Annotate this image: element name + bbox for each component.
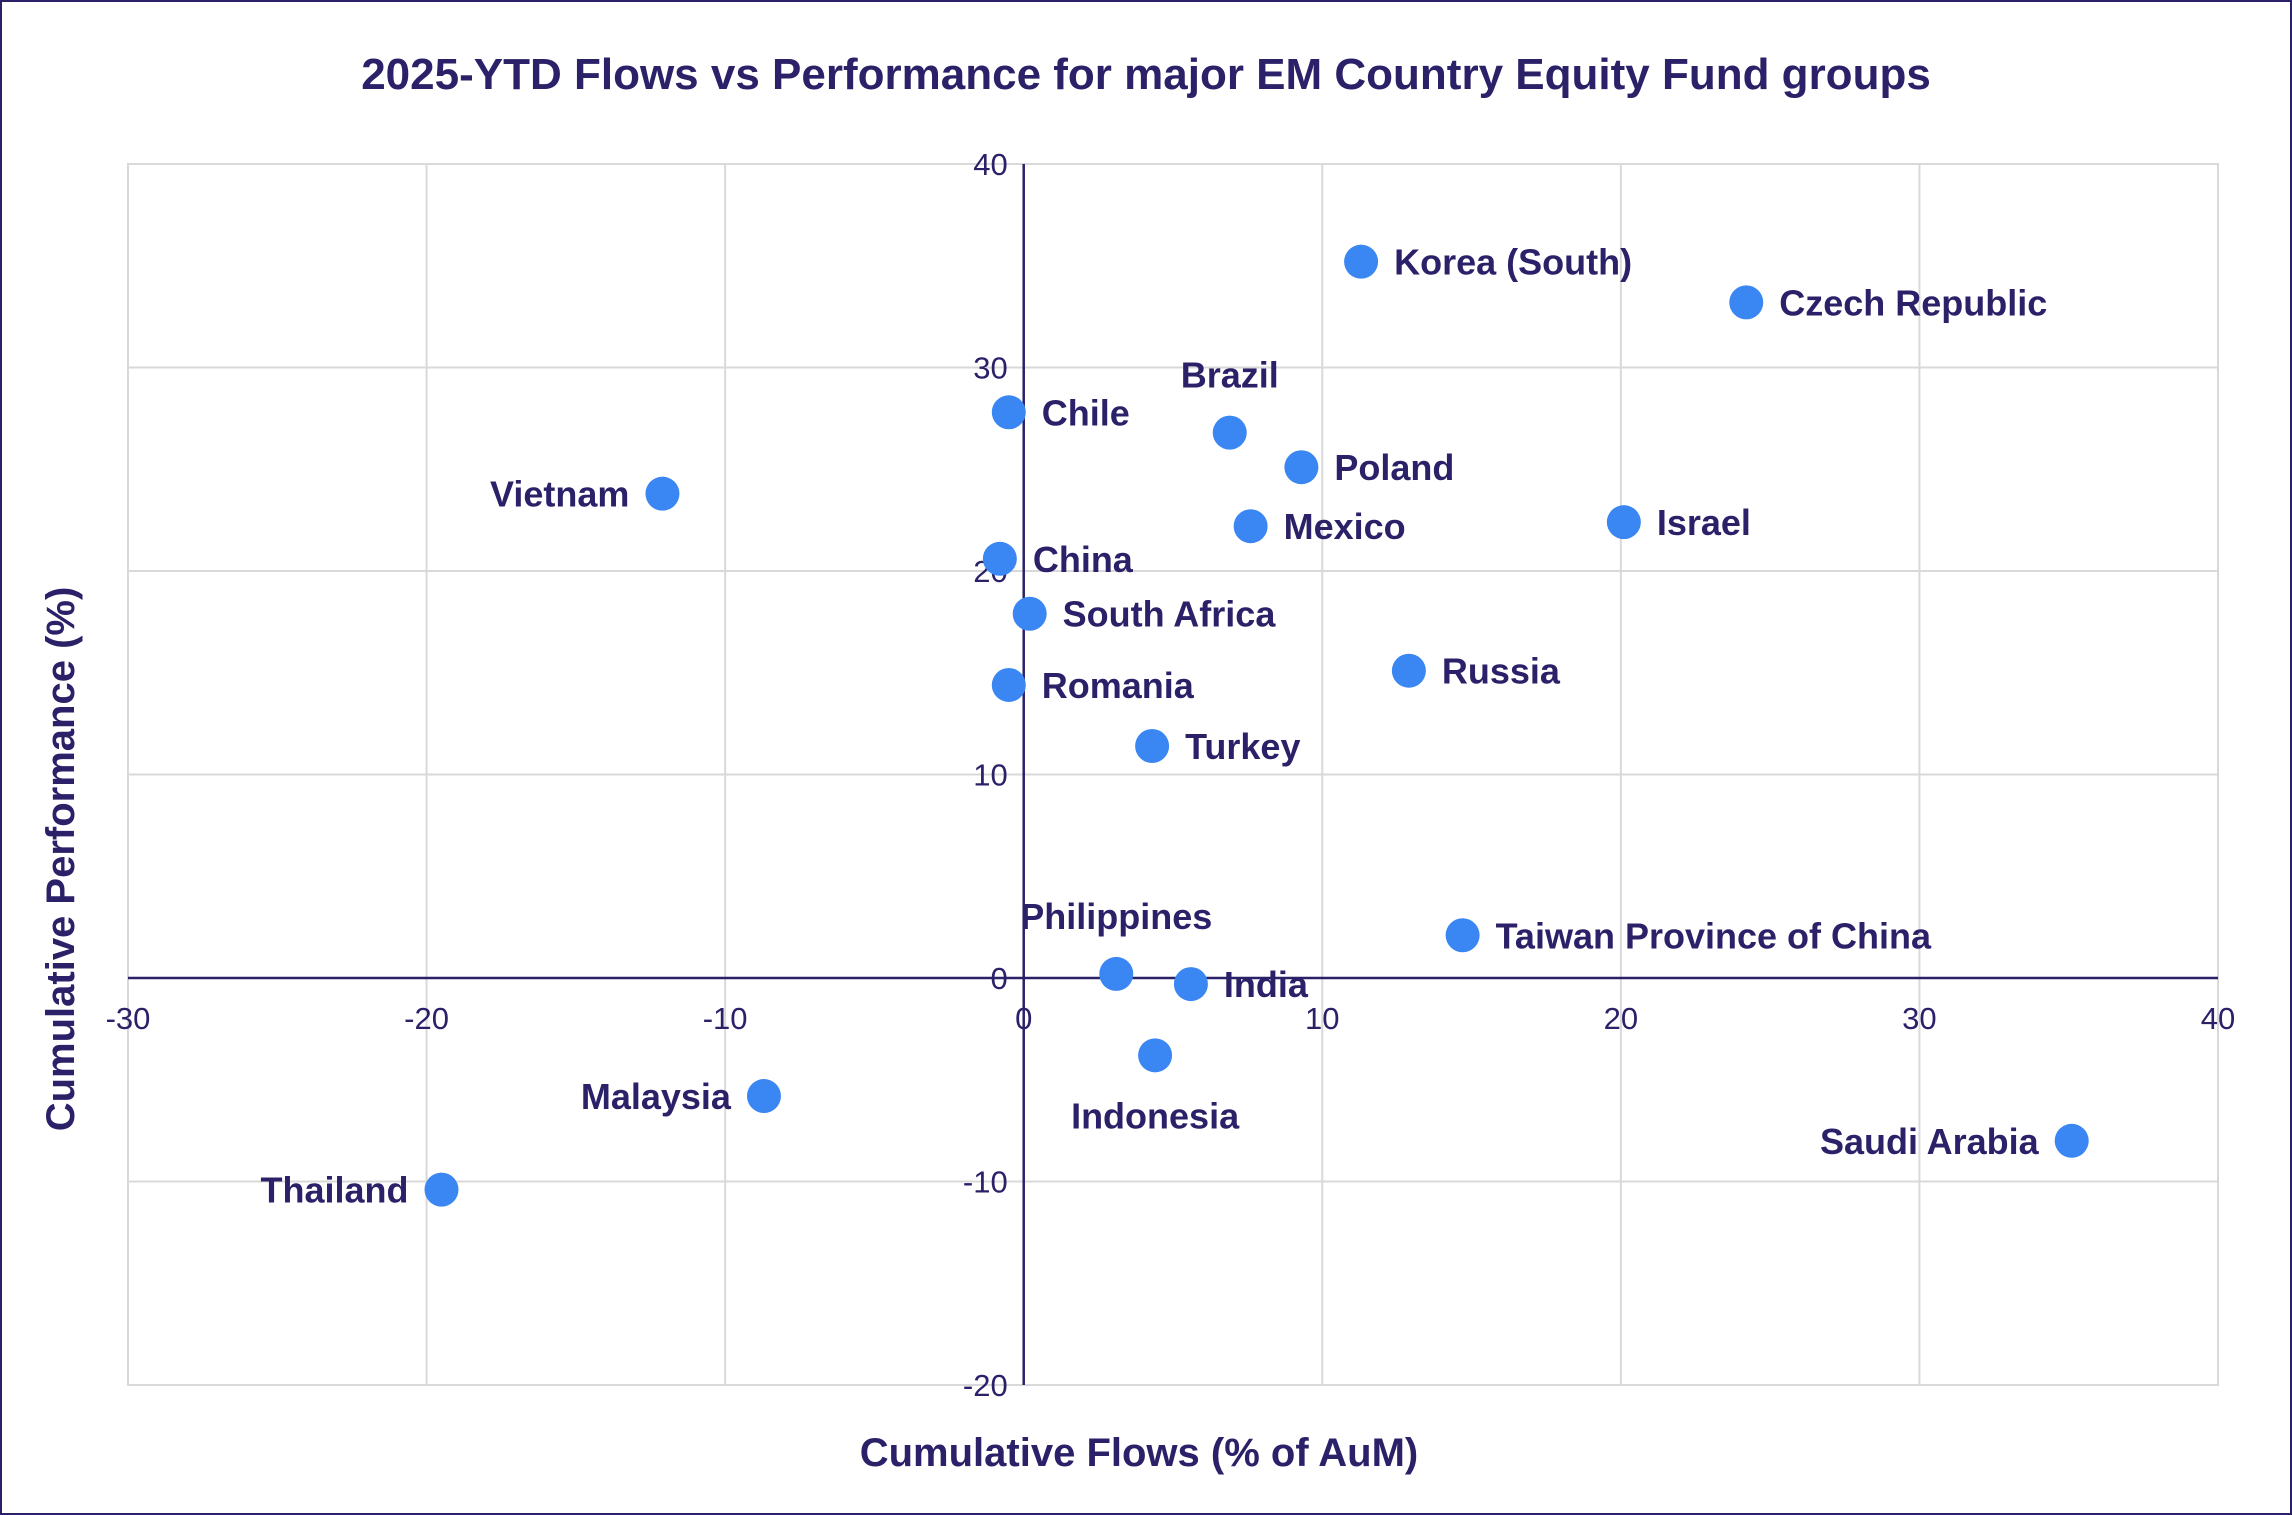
data-point-romania: [991, 667, 1026, 702]
data-point-israel: [1606, 505, 1641, 540]
point-label-czech-republic: Czech Republic: [1779, 282, 2047, 323]
x-axis-title: Cumulative Flows (% of AuM): [860, 1431, 1419, 1475]
point-labels: Korea (South) Czech Republic Brazil Chile Po…: [260, 242, 2047, 1211]
x-tick-label: -20: [404, 1001, 449, 1036]
point-label-poland: Poland: [1334, 447, 1454, 488]
point-label-brazil: Brazil: [1181, 355, 1279, 396]
point-label-malaysia: Malaysia: [581, 1076, 732, 1117]
data-point-brazil: [1212, 415, 1247, 450]
point-label-israel: Israel: [1657, 502, 1751, 543]
point-label-saudi-arabia: Saudi Arabia: [1820, 1121, 2040, 1162]
point-label-taiwan-province-of-china: Taiwan Province of China: [1496, 915, 1932, 956]
chart-title: 2025-YTD Flows vs Performance for major …: [361, 50, 1931, 99]
data-point-korea-south: [1344, 244, 1379, 279]
data-point-chile: [991, 395, 1026, 430]
axes: [128, 164, 2218, 1385]
y-tick-label: 40: [973, 147, 1007, 182]
y-axis-title: Cumulative Performance (%): [39, 587, 83, 1132]
y-tick-label: 0: [990, 961, 1007, 996]
data-point-south-africa: [1012, 596, 1047, 631]
x-tick-label: -10: [703, 1001, 748, 1036]
point-label-chile: Chile: [1042, 392, 1130, 433]
data-point-china: [982, 541, 1017, 576]
x-tick-label: -30: [106, 1001, 151, 1036]
y-tick-label: 30: [973, 351, 1007, 386]
data-point-mexico: [1233, 509, 1268, 544]
x-tick-label: 0: [1015, 1001, 1032, 1036]
y-tick-label: -10: [963, 1165, 1008, 1200]
data-point-turkey: [1135, 729, 1170, 764]
data-point-malaysia: [746, 1079, 781, 1114]
point-label-korea-south: Korea (South): [1394, 242, 1632, 283]
point-label-south-africa: South Africa: [1063, 594, 1277, 635]
data-point-czech-republic: [1729, 285, 1764, 320]
x-tick-label: 30: [1902, 1001, 1936, 1036]
point-label-indonesia: Indonesia: [1071, 1095, 1240, 1136]
data-point-thailand: [424, 1172, 459, 1207]
point-label-mexico: Mexico: [1284, 506, 1406, 547]
data-point-philippines: [1099, 956, 1134, 991]
data-point-indonesia: [1138, 1038, 1173, 1073]
point-label-india: India: [1224, 964, 1309, 1005]
plot-area-border: [127, 163, 2219, 1386]
data-point-saudi-arabia: [2054, 1123, 2089, 1158]
data-point-russia: [1391, 653, 1426, 688]
point-label-russia: Russia: [1442, 651, 1561, 692]
point-label-philippines: Philippines: [1020, 896, 1212, 937]
point-label-romania: Romania: [1042, 665, 1195, 706]
data-point-taiwan-province-of-china: [1445, 918, 1480, 953]
data-point-poland: [1284, 450, 1319, 485]
data-points: [424, 244, 2089, 1207]
x-tick-label: 20: [1604, 1001, 1638, 1036]
data-point-vietnam: [645, 476, 680, 511]
y-tick-label: 10: [973, 758, 1007, 793]
y-tick-label: -20: [963, 1368, 1008, 1403]
data-point-india: [1173, 967, 1208, 1002]
point-label-china: China: [1033, 539, 1134, 580]
point-label-turkey: Turkey: [1185, 726, 1300, 767]
point-label-thailand: Thailand: [260, 1170, 408, 1211]
x-tick-label: 10: [1305, 1001, 1339, 1036]
point-label-vietnam: Vietnam: [490, 474, 629, 515]
x-tick-label: 40: [2201, 1001, 2235, 1036]
